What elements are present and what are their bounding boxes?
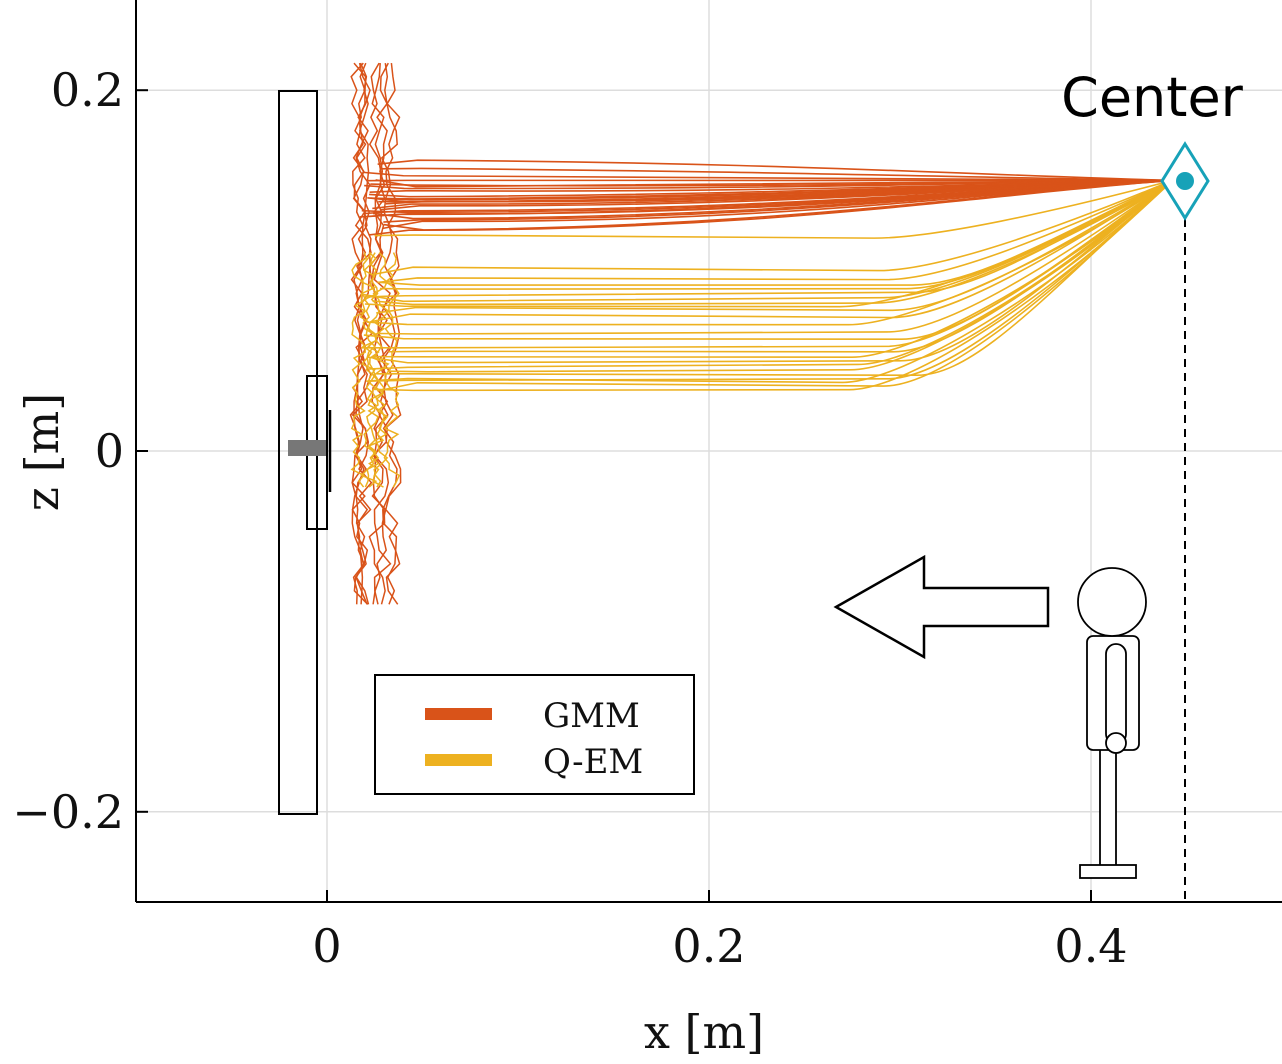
x-tick-label: 0.4 bbox=[1054, 919, 1127, 973]
qem-trajectory bbox=[364, 179, 1173, 308]
x-ticks: 0 0.2 0.4 bbox=[312, 890, 1128, 973]
qem-trajectory bbox=[366, 179, 1173, 326]
x-tick-label: 0.2 bbox=[672, 919, 745, 973]
qem-trajectory bbox=[361, 179, 1173, 349]
direction-arrow-icon bbox=[833, 554, 1050, 660]
qem-trajectory bbox=[367, 179, 1174, 370]
qem-trajectory bbox=[363, 179, 1173, 303]
qem-wall-trajectory bbox=[350, 252, 367, 488]
x-axis-label: x [m] bbox=[644, 1005, 764, 1059]
qem-trajectory bbox=[373, 179, 1174, 392]
center-label: Center bbox=[1061, 66, 1244, 129]
qem-wall-trajectory bbox=[383, 252, 401, 488]
qem-wall-trajectory bbox=[359, 252, 378, 488]
qem-trajectory bbox=[372, 179, 1174, 358]
qem-trajectory bbox=[374, 179, 1173, 239]
gmm-trajectory bbox=[380, 167, 1173, 182]
gmm-trajectory bbox=[377, 159, 1173, 182]
y-ticks: −0.2 0 0.2 bbox=[12, 63, 148, 839]
y-axis-label: z [m] bbox=[15, 393, 69, 511]
legend-label-qem: Q-EM bbox=[543, 742, 643, 782]
qem-trajectory bbox=[367, 179, 1174, 364]
legend: GMM Q-EM bbox=[374, 674, 695, 795]
y-tick-label: 0.2 bbox=[51, 63, 124, 117]
person-icon bbox=[1077, 567, 1147, 879]
center-marker bbox=[1160, 141, 1210, 221]
y-tick-label: 0 bbox=[95, 424, 124, 478]
qem-trajectory bbox=[377, 179, 1173, 335]
qem-trajectory bbox=[372, 179, 1173, 276]
gmm-trajectory bbox=[368, 179, 1173, 236]
x-tick-label: 0 bbox=[312, 919, 341, 973]
legend-label-gmm: GMM bbox=[543, 696, 640, 736]
wall-illustration bbox=[278, 90, 332, 815]
qem-trajectory bbox=[377, 179, 1173, 284]
qem-trajectories bbox=[350, 179, 1174, 488]
y-tick-label: −0.2 bbox=[12, 785, 124, 839]
qem-wall-trajectory bbox=[367, 252, 386, 488]
qem-wall-trajectory bbox=[361, 252, 380, 488]
gmm-trajectories bbox=[349, 62, 1173, 605]
qem-trajectory bbox=[387, 179, 1174, 373]
gmm-wall-trajectory bbox=[351, 62, 369, 605]
qem-trajectory bbox=[367, 179, 1174, 384]
